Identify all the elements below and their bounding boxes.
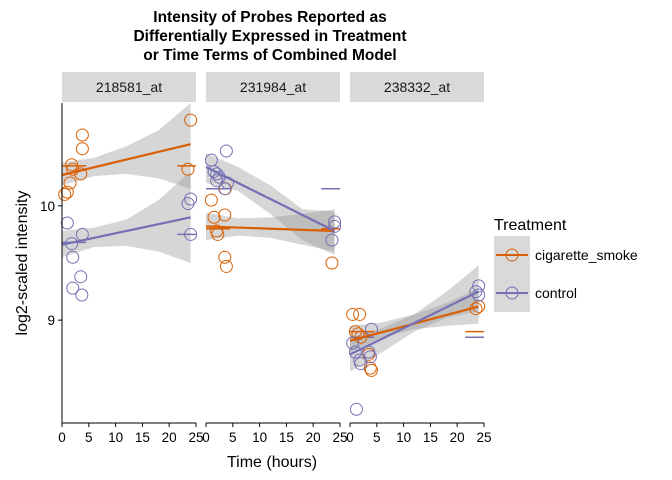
data-point [210,167,224,181]
legend-point-cigarette-smoke [505,248,519,262]
y-axis-label: log2-scaled intensity [14,191,31,336]
x-tick-label: 5 [229,430,237,445]
legend-label-cigarette-smoke: cigarette_smoke [535,247,638,263]
y-tick-label: 10 [40,199,55,214]
data-point [66,162,80,176]
legend-item-control: control [494,274,577,312]
data-point [363,350,377,364]
facet-strip [350,72,484,102]
fit-line [61,216,191,246]
x-tick-label: 15 [279,430,294,445]
data-point [181,162,195,176]
x-tick-label: 25 [476,430,491,445]
x-tick-label: 20 [306,430,321,445]
data-point [218,182,232,196]
x-tick-label: 20 [162,430,177,445]
data-point [65,158,79,172]
data-point [348,345,362,359]
data-point [75,142,89,156]
facet-strip [62,72,196,102]
data-point [60,185,74,199]
data-point [58,187,72,201]
data-point [364,363,378,377]
facet-strip-label: 218581_at [96,79,162,95]
data-point [75,288,89,302]
data-point [75,128,89,142]
data-point [328,219,342,233]
chart-title: Intensity of Probes Reported as Differen… [133,9,406,64]
title-line-1: Intensity of Probes Reported as [153,9,386,26]
title-line-3: or Time Terms of Combined Model [143,47,396,64]
data-point [60,216,74,230]
x-tick-label: 10 [252,430,267,445]
facet-strip [206,72,340,102]
data-point [66,250,80,264]
fit-line [61,143,191,177]
data-point [184,113,198,127]
legend-title: Treatment [494,217,567,234]
y-tick-label: 9 [47,313,55,328]
confidence-band [350,288,479,353]
y-ticks: 9 10 [40,199,62,328]
data-point [63,176,77,190]
data-point [469,285,483,299]
data-point [184,227,198,241]
x-tick-label: 15 [423,430,438,445]
data-point [210,174,224,188]
data-point [207,210,221,224]
legend: Treatment cigarette_smoke control [494,217,638,312]
x-tick-label: 0 [58,430,66,445]
x-tick-label: 0 [346,430,354,445]
confidence-band [350,265,479,372]
legend-point-control [505,286,519,300]
data-point [66,281,80,295]
data-point [218,250,232,264]
y-axis: 9 10 log2-scaled intensity [14,103,63,423]
data-point [349,402,363,416]
data-point [353,307,367,321]
x-tick-label: 25 [332,430,347,445]
confidence-band [62,103,191,189]
x-tick-label: 15 [135,430,150,445]
facet-panel: 238332_at 0 5 10 15 20 25 [346,72,492,445]
data-point [346,307,360,321]
data-point [74,167,88,181]
legend-label-control: control [535,285,577,301]
confidence-band [206,209,335,252]
confidence-band [206,153,335,255]
data-point [354,357,368,371]
x-tick-label: 0 [202,430,210,445]
fit-line [205,166,336,232]
data-point [346,336,360,350]
x-tick-label: 5 [85,430,93,445]
facet-panel: 218581_at 0 5 10 15 20 25 [58,72,204,445]
confidence-band [62,171,191,263]
data-point [472,299,486,313]
data-point [219,144,233,158]
facet-strip-label: 231984_at [240,79,306,95]
facet-strip-label: 238332_at [384,79,450,95]
title-line-2: Differentially Expressed in Treatment [133,28,406,45]
x-tick-label: 10 [108,430,123,445]
data-point [204,193,218,207]
x-tick-label: 25 [188,430,203,445]
data-point [211,227,225,241]
data-point [218,208,232,222]
x-tick-label: 20 [450,430,465,445]
fit-line [349,290,480,356]
fit-line [205,225,335,233]
data-point [219,259,233,273]
legend-item-cigarette-smoke: cigarette_smoke [494,236,638,274]
data-point [74,270,88,284]
data-point [325,256,339,270]
x-tick-label: 5 [373,430,381,445]
facet-panel: 231984_at 0 5 10 15 20 25 [202,72,348,445]
x-tick-label: 10 [396,430,411,445]
x-axis-label: Time (hours) [227,454,317,471]
data-point [328,215,342,229]
data-point [184,192,198,206]
data-point [325,233,339,247]
